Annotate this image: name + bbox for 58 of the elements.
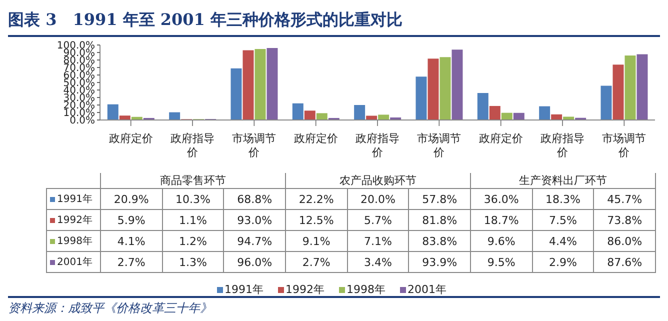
- x-tick-label: 政府定价: [108, 132, 153, 145]
- data-label: 7.5%: [532, 209, 594, 231]
- data-label: 20.9%: [100, 188, 163, 210]
- legend-label: 1991年: [46, 188, 101, 210]
- data-label: 5.7%: [346, 209, 410, 231]
- chart-title: 图表 3 1991 年至 2001 年三种价格形式的比重对比: [8, 10, 660, 37]
- text: 农产品收购环节: [285, 173, 471, 189]
- data-label: 73.8%: [593, 209, 656, 231]
- data-label: 2.9%: [532, 251, 594, 273]
- legend-label: 1992年: [46, 209, 101, 231]
- x-tick-label: 政府指导价: [170, 132, 214, 159]
- data-label: 83.8%: [408, 230, 471, 252]
- data-label: 18.3%: [532, 188, 594, 210]
- data-label: 87.6%: [593, 251, 656, 273]
- data-label: 9.5%: [470, 251, 533, 273]
- x-tick-label: 市场调节价: [232, 132, 276, 159]
- text: 生产资料出厂环节: [470, 173, 656, 189]
- data-label: 45.7%: [593, 188, 656, 210]
- data-label: 12.5%: [285, 209, 348, 231]
- text: 1998年: [346, 283, 386, 296]
- data-label: 4.1%: [100, 230, 163, 252]
- data-label: 2.7%: [100, 251, 163, 273]
- data-label: 86.0%: [593, 230, 656, 252]
- data-label: 1.2%: [162, 230, 224, 252]
- data-label: 9.1%: [285, 230, 348, 252]
- data-label: 1.1%: [162, 209, 224, 231]
- data-label: 20.0%: [346, 188, 410, 210]
- x-tick-label: 市场调节价: [417, 132, 462, 159]
- data-label: 68.8%: [223, 188, 286, 210]
- data-label: 22.2%: [285, 188, 348, 210]
- data-label: 7.1%: [346, 230, 410, 252]
- legend-label: 2001年: [46, 251, 101, 273]
- text: 1991年: [224, 283, 264, 296]
- data-label: 57.8%: [408, 188, 471, 210]
- data-label: 1.3%: [162, 251, 224, 273]
- x-tick-label: 市场调节价: [602, 132, 646, 159]
- text: 1992年: [286, 283, 324, 296]
- data-label: 94.7%: [223, 230, 286, 252]
- text: 2001年: [408, 283, 446, 296]
- data-label: 93.0%: [223, 209, 286, 231]
- data-label: 9.6%: [470, 230, 533, 252]
- text: 资料来源：成致平《价格改革三十年》: [8, 296, 660, 317]
- data-label: 36.0%: [470, 188, 533, 210]
- x-tick-label: 政府指导价: [356, 132, 400, 159]
- x-tick-label: 政府定价: [478, 132, 523, 145]
- legend-label: 1998年: [46, 230, 101, 252]
- x-tick-label: 政府指导价: [540, 132, 584, 159]
- data-label: 10.3%: [162, 188, 224, 210]
- data-label: 96.0%: [223, 251, 286, 273]
- data-label: 5.9%: [100, 209, 163, 231]
- data-label: 3.4%: [346, 251, 410, 273]
- x-tick-label: 政府定价: [294, 132, 338, 145]
- data-label: 2.7%: [285, 251, 348, 273]
- data-label: 4.4%: [532, 230, 594, 252]
- data-label: 81.8%: [408, 209, 471, 231]
- text: 商品零售环节: [100, 173, 286, 189]
- data-label: 93.9%: [408, 251, 471, 273]
- data-label: 18.7%: [470, 209, 533, 231]
